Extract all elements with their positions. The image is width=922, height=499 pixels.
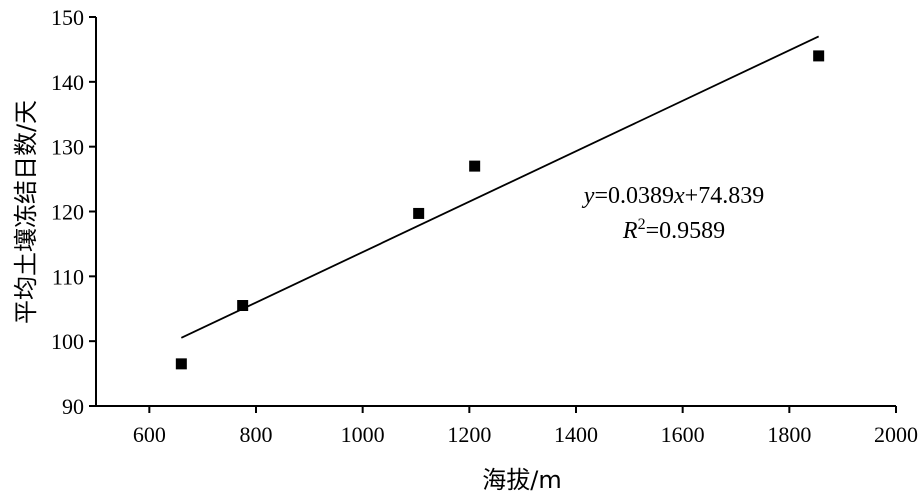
regression-equation: y=0.0389x+74.839 bbox=[582, 183, 764, 209]
y-ticks: 90 100 110 120 130 140 150 bbox=[51, 5, 96, 419]
y-tick-label: 150 bbox=[51, 5, 84, 30]
equation-intercept: +74.839 bbox=[685, 183, 765, 209]
r-squared-exponent: 2 bbox=[638, 216, 646, 233]
r-squared: R2=0.9589 bbox=[622, 216, 725, 244]
x-tick-label: 1600 bbox=[661, 422, 705, 447]
axes bbox=[95, 17, 896, 407]
y-tick-label: 100 bbox=[51, 329, 84, 354]
x-tick-label: 800 bbox=[240, 422, 273, 447]
x-axis-title: 海拔/m bbox=[482, 466, 561, 494]
y-tick-label: 120 bbox=[51, 200, 84, 225]
equation-y-var: y bbox=[582, 183, 595, 209]
x-tick-label: 1400 bbox=[554, 422, 598, 447]
r-squared-var: R bbox=[622, 218, 638, 244]
y-tick-label: 90 bbox=[62, 394, 84, 419]
x-tick-label: 1800 bbox=[767, 422, 811, 447]
x-ticks: 600 800 1000 1200 1400 1600 1800 2000 bbox=[133, 406, 918, 447]
trendline bbox=[180, 35, 820, 339]
x-tick-label: 1000 bbox=[341, 422, 385, 447]
y-tick-label: 140 bbox=[51, 70, 84, 95]
data-point bbox=[813, 50, 825, 62]
x-tick-label: 1200 bbox=[447, 422, 491, 447]
data-point bbox=[237, 300, 249, 312]
data-point bbox=[413, 207, 425, 219]
y-axis-title: 平均土壤冻结日数/天 bbox=[12, 100, 40, 324]
y-tick-label: 130 bbox=[51, 135, 84, 160]
data-point bbox=[469, 160, 481, 172]
x-tick-label: 2000 bbox=[874, 422, 918, 447]
trendline-group bbox=[180, 35, 820, 339]
y-tick-label: 110 bbox=[52, 264, 84, 289]
equation-coefficient: =0.0389 bbox=[594, 183, 674, 209]
x-tick-label: 600 bbox=[133, 422, 166, 447]
data-points bbox=[175, 50, 825, 370]
r-squared-value: =0.9589 bbox=[646, 218, 726, 244]
equation-x-var: x bbox=[673, 183, 685, 209]
data-point bbox=[175, 358, 187, 370]
